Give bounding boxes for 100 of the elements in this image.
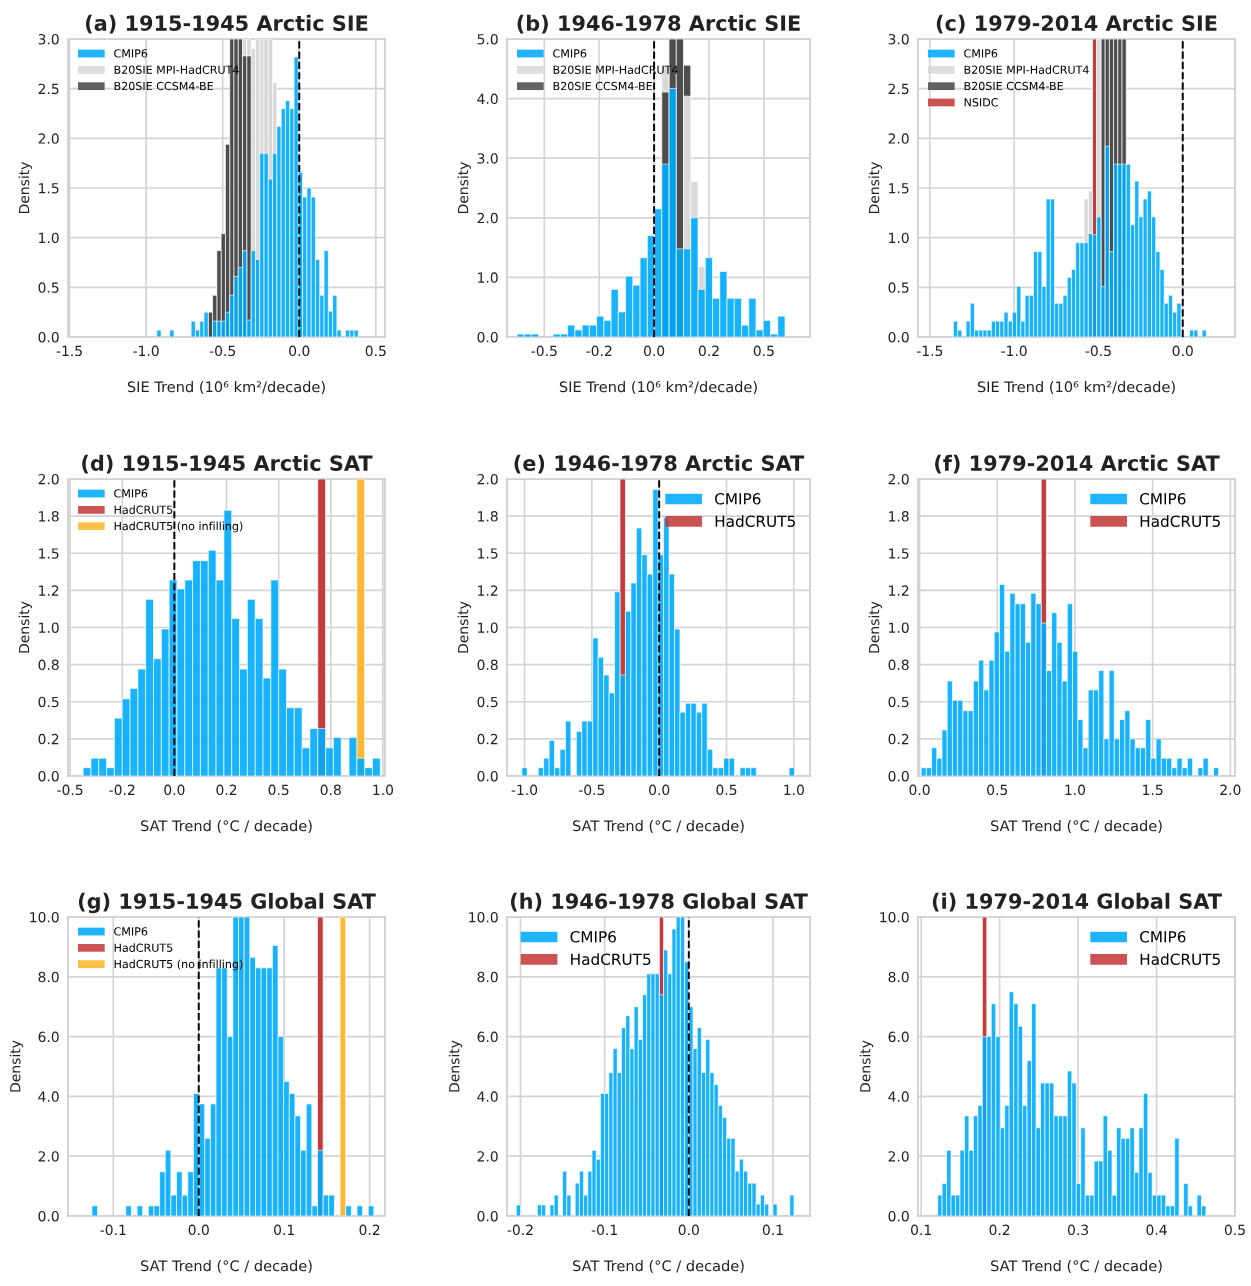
y-tick-label: 0.8 (888, 659, 909, 671)
x-tick-label: 0.5 (1224, 1224, 1245, 1236)
legend-label: CMIP6 (553, 49, 587, 58)
x-tick-label: 1.0 (373, 784, 394, 796)
legend-label: CMIP6 (964, 49, 998, 58)
y-tick-label: 2.0 (888, 1151, 909, 1162)
y-tick-label: 10.0 (30, 911, 59, 923)
y-tick-label: 0.0 (888, 331, 909, 343)
y-tick-label: 4.0 (477, 93, 498, 105)
y-tick-label: 6.0 (477, 1031, 498, 1043)
x-tick-label: -0.1 (100, 1224, 126, 1236)
x-tick-label: -0.2 (109, 784, 135, 796)
x-axis-title: SIE Trend (10⁶ km²/decade) (977, 381, 1175, 394)
x-tick-label: 0.0 (909, 784, 930, 796)
y-tick-label: 0.0 (477, 770, 498, 782)
x-axis-title: SAT Trend (°C / decade) (573, 820, 744, 833)
legend-label: HadCRUT5 (571, 953, 651, 965)
legend-label: HadCRUT5 (715, 515, 795, 527)
x-tick-label: 0.2 (989, 1224, 1010, 1236)
x-tick-label: 0.5 (753, 345, 774, 357)
y-tick-label: 1.5 (478, 548, 498, 559)
x-tick-label: 0.0 (678, 1224, 699, 1236)
x-tick-label: 2.0 (1220, 784, 1241, 796)
legend-label: HadCRUT5 (1140, 953, 1220, 965)
x-tick-label: -0.5 (531, 345, 557, 357)
legend-label: CMIP6 (114, 49, 148, 58)
y-tick-label: 0.5 (38, 282, 59, 293)
x-tick-label: -0.5 (57, 784, 83, 796)
x-tick-label: 0.5 (716, 784, 737, 796)
chart-title: (b) 1946-1978 Arctic SIE (517, 14, 800, 34)
chart-title: (f) 1979-2014 Arctic SAT (935, 454, 1220, 474)
x-tick-label: 0.0 (164, 784, 185, 796)
x-tick-label: 0.0 (188, 1224, 209, 1236)
x-tick-label: 1.0 (1065, 784, 1086, 796)
y-tick-label: 0.2 (477, 733, 498, 745)
y-tick-label: 5.0 (477, 33, 498, 45)
y-tick-label: 10.0 (469, 911, 498, 923)
y-tick-label: 2.5 (38, 83, 59, 95)
y-tick-label: 10.0 (880, 911, 909, 923)
y-tick-label: 1.5 (889, 548, 909, 559)
y-tick-label: 1.0 (889, 232, 909, 244)
y-tick-label: 3.0 (38, 33, 59, 45)
legend-label: CMIP6 (1140, 931, 1186, 943)
y-tick-label: 0.5 (38, 696, 59, 708)
y-tick-label: 0.0 (38, 1210, 59, 1222)
x-tick-label: 0.5 (987, 784, 1008, 796)
y-tick-label: 2.0 (38, 473, 59, 485)
y-tick-label: 1.8 (39, 511, 59, 522)
x-tick-label: 0.0 (289, 345, 310, 357)
y-tick-label: 2.0 (38, 133, 59, 144)
x-tick-label: 0.5 (268, 784, 289, 796)
legend-label: B20SIE CCSM4-BE (964, 81, 1063, 91)
y-tick-label: 0.0 (888, 1210, 909, 1222)
y-tick-label: 2.0 (888, 133, 909, 144)
y-axis-title: Density (9, 1040, 24, 1092)
chart-title: (e) 1946-1978 Arctic SAT (514, 454, 805, 474)
y-tick-label: 1.5 (39, 548, 59, 559)
x-tick-label: -0.5 (209, 345, 236, 357)
y-tick-label: 2.0 (477, 1151, 498, 1162)
y-tick-label: 0.5 (888, 282, 909, 293)
x-tick-label: 1.0 (784, 784, 804, 796)
y-tick-label: 1.0 (889, 622, 909, 633)
x-tick-label: 0.1 (911, 1224, 931, 1236)
y-tick-label: 1.0 (478, 622, 498, 633)
legend-label: CMIP6 (114, 927, 148, 936)
y-tick-label: 0.0 (38, 331, 59, 343)
x-tick-label: -0.2 (507, 1224, 533, 1236)
y-tick-label: 1.2 (478, 585, 498, 596)
x-tick-label: 0.8 (320, 784, 341, 796)
legend-label: CMIP6 (570, 931, 616, 943)
y-tick-label: 2.5 (888, 83, 909, 95)
x-tick-label: 0.2 (698, 345, 719, 357)
y-tick-label: 8.0 (888, 971, 909, 983)
y-tick-label: 1.5 (39, 183, 59, 194)
y-tick-label: 8.0 (477, 971, 498, 983)
y-axis-title: Density (18, 601, 33, 653)
y-tick-label: 0.8 (477, 659, 498, 671)
y-tick-label: 2.0 (38, 1151, 59, 1162)
y-tick-label: 1.8 (889, 511, 909, 522)
x-tick-label: 0.2 (359, 1224, 380, 1236)
x-tick-label: 0.1 (762, 1224, 783, 1236)
y-axis-title: Density (457, 162, 472, 214)
chart-title: (a) 1915-1945 Arctic SIE (85, 14, 368, 34)
y-tick-label: 0.2 (38, 733, 59, 745)
legend-label: CMIP6 (715, 493, 761, 505)
x-tick-label: 1.5 (1143, 784, 1163, 796)
y-tick-label: 0.0 (888, 770, 909, 782)
y-tick-label: 8.0 (38, 971, 59, 983)
y-tick-label: 6.0 (38, 1031, 59, 1043)
x-tick-label: -1.5 (56, 345, 82, 357)
legend-label: B20SIE CCSM4-BE (553, 81, 652, 91)
legend-label: CMIP6 (1140, 493, 1186, 505)
x-tick-label: 0.0 (643, 345, 665, 357)
x-axis-title: SAT Trend (°C / decade) (991, 1260, 1162, 1273)
legend-label: B20SIE CCSM4-BE (114, 81, 213, 91)
y-axis-title: Density (448, 1040, 463, 1092)
x-tick-label: -1.0 (133, 345, 159, 357)
chart-title: (i) 1979-2014 Global SAT (932, 892, 1222, 912)
y-axis-title: Density (859, 1040, 874, 1092)
x-tick-label: 0.0 (1172, 345, 1193, 357)
